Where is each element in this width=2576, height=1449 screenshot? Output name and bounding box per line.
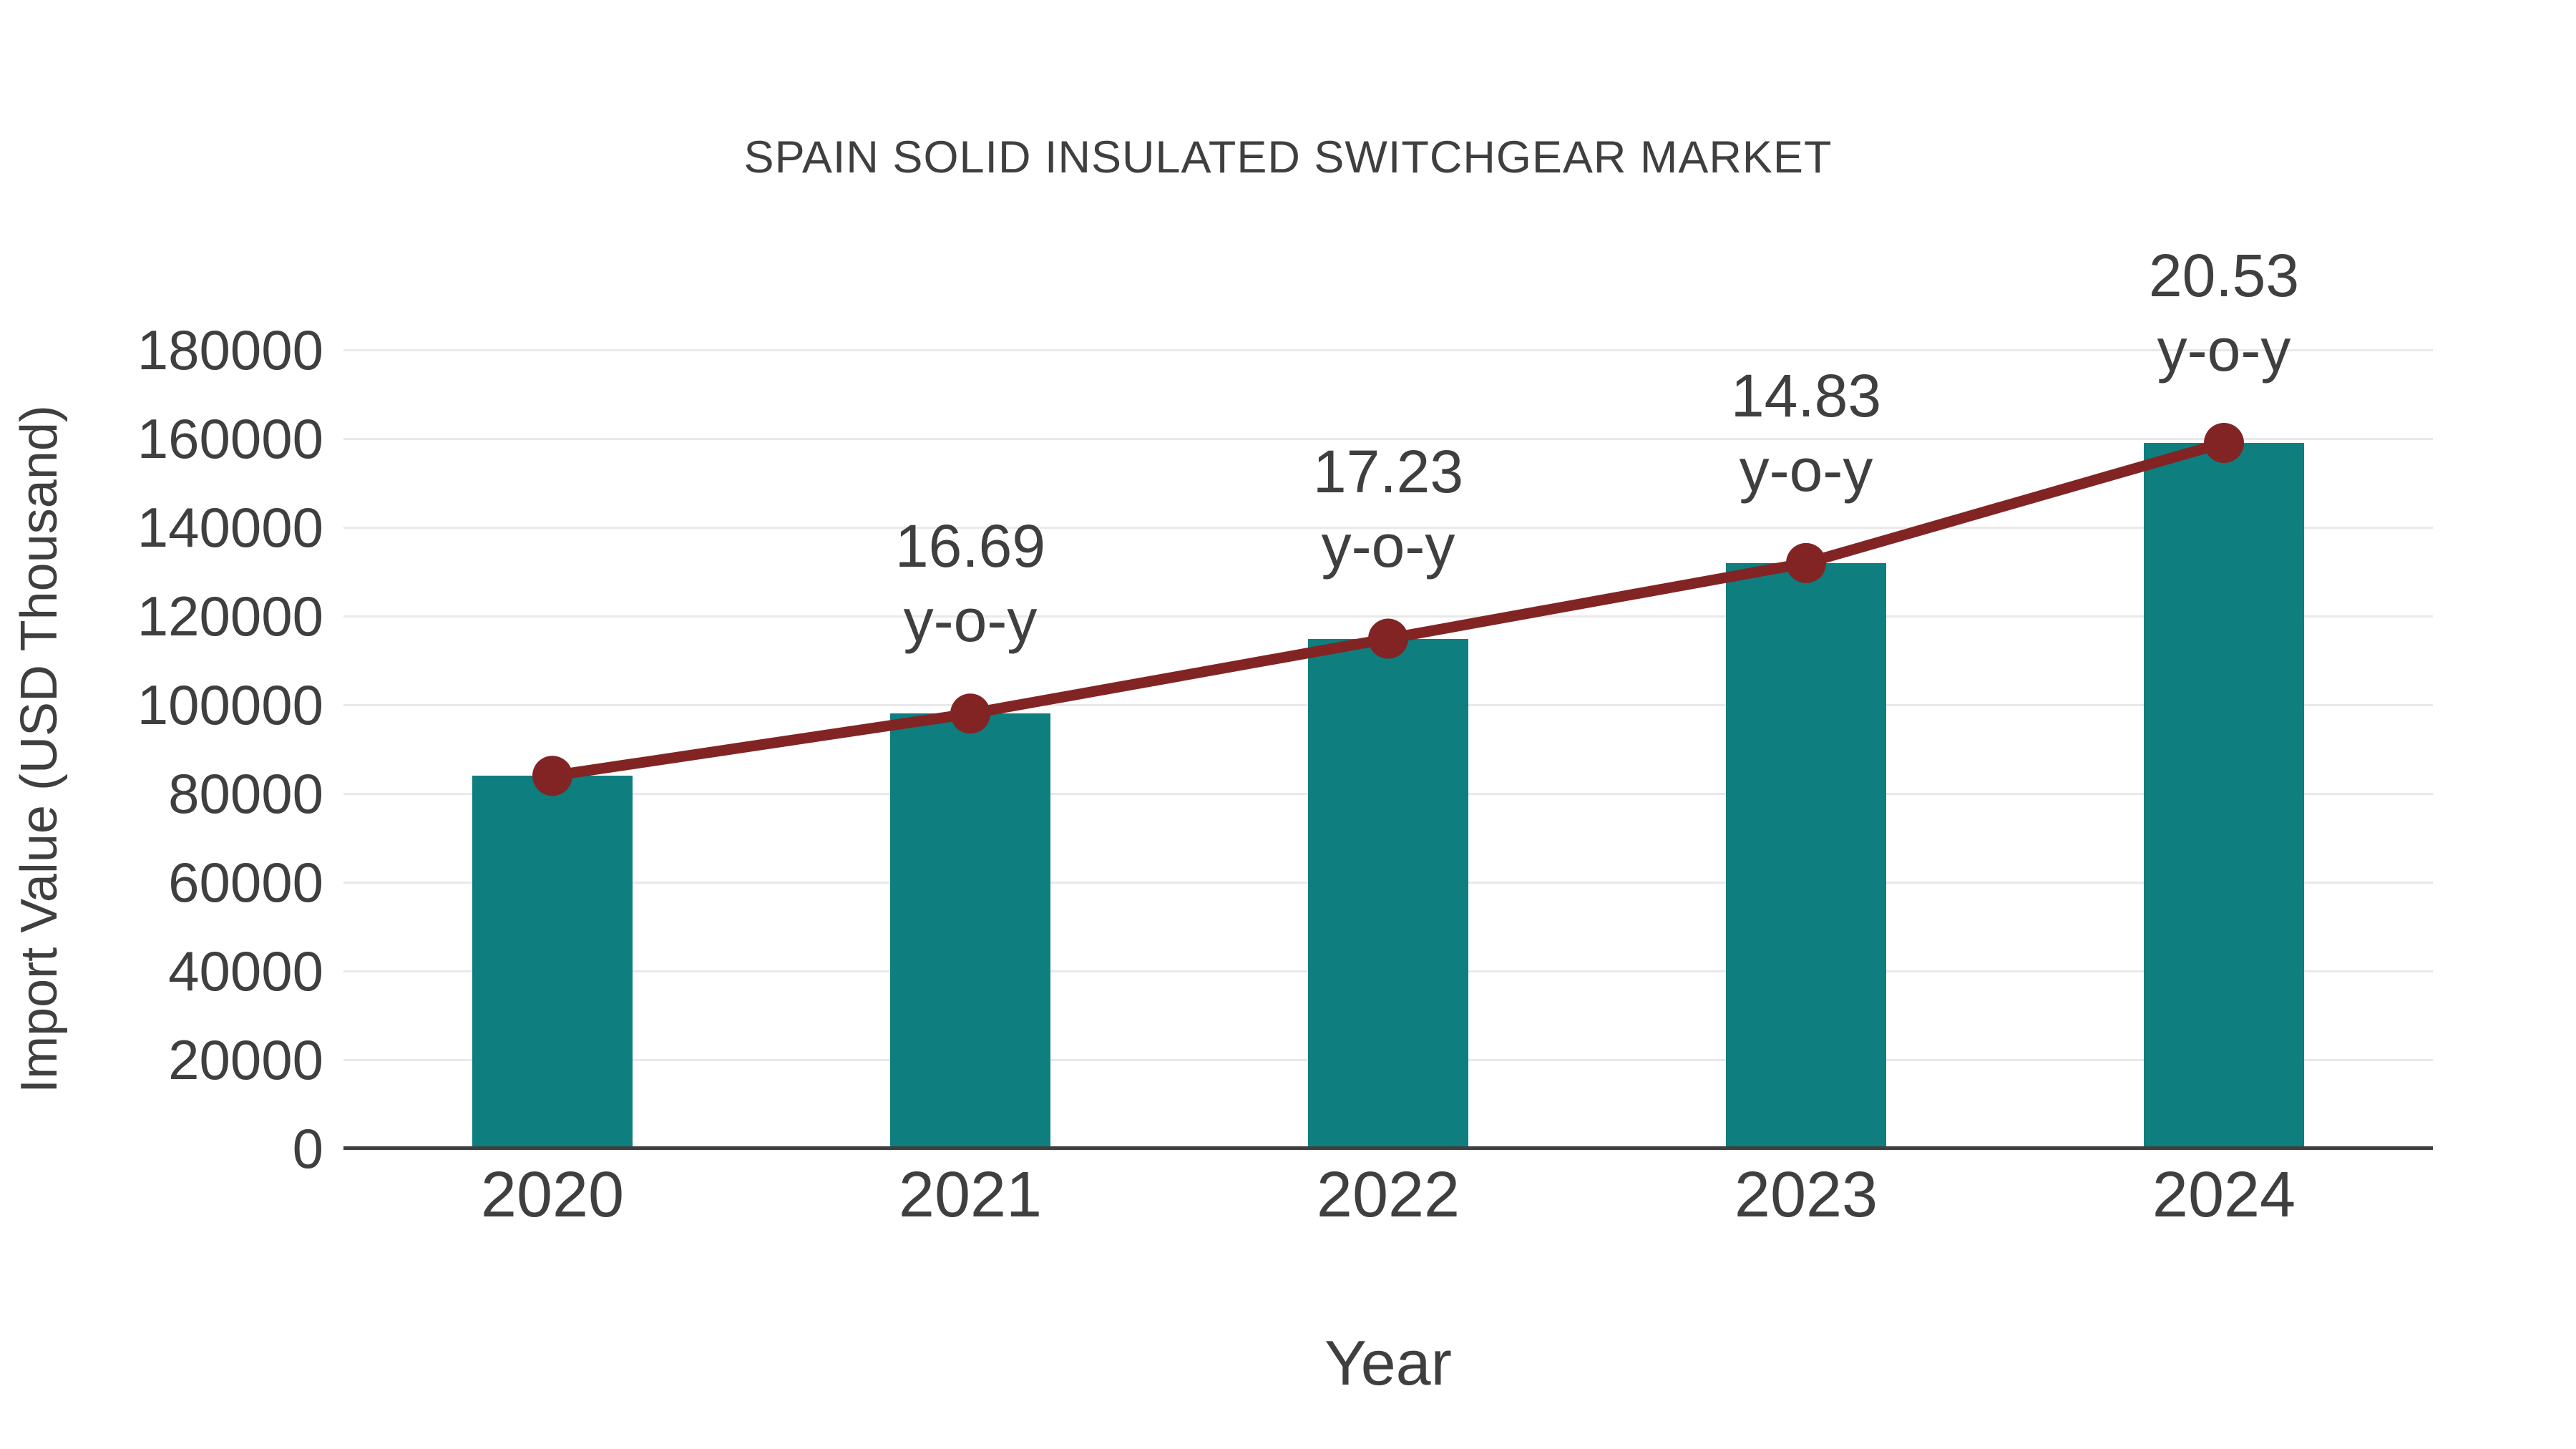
plot-area [343, 348, 2433, 1150]
y-tick-label-100000: 100000 [137, 673, 323, 736]
data-point-marker-2023 [1786, 542, 1826, 583]
bar-2022 [1308, 638, 1468, 1148]
x-tick-label-2022: 2022 [1316, 1159, 1460, 1231]
x-tick-label-2020: 2020 [480, 1159, 625, 1231]
yoy-label-2022: 17.23 y-o-y [1166, 434, 1610, 583]
gridline-120000 [343, 615, 2433, 618]
y-tick-label-40000: 40000 [168, 940, 323, 1002]
yoy-value: 16.69 [894, 512, 1046, 580]
y-tick-label-120000: 120000 [137, 585, 323, 648]
yoy-label-2023: 14.83 y-o-y [1584, 358, 2028, 507]
data-point-marker-2024 [2204, 422, 2244, 463]
y-tick-label-0: 0 [292, 1117, 323, 1180]
yoy-value: 17.23 [1312, 437, 1464, 505]
y-tick-label-180000: 180000 [137, 318, 323, 381]
yoy-suffix: y-o-y [1321, 512, 1455, 580]
gridline-180000 [343, 348, 2433, 351]
data-point-marker-2020 [532, 756, 572, 796]
bar-2024 [2144, 442, 2304, 1148]
yoy-suffix: y-o-y [1739, 436, 1873, 504]
y-tick-label-160000: 160000 [137, 407, 323, 470]
yoy-value: 14.83 [1730, 361, 1882, 429]
x-tick-label-2024: 2024 [2152, 1159, 2296, 1231]
bar-2021 [890, 713, 1050, 1148]
gridline-160000 [343, 437, 2433, 440]
data-point-marker-2021 [950, 693, 990, 734]
x-tick-label-2021: 2021 [898, 1159, 1043, 1231]
bar-2023 [1726, 562, 1886, 1148]
y-tick-label-80000: 80000 [168, 762, 323, 825]
x-axis-title: Year [1324, 1327, 1452, 1398]
x-tick-label-2023: 2023 [1734, 1159, 1878, 1231]
yoy-suffix: y-o-y [2157, 316, 2291, 384]
x-axis-line [343, 1146, 2433, 1150]
bar-2020 [472, 776, 633, 1148]
y-tick-label-140000: 140000 [137, 496, 323, 559]
y-tick-label-60000: 60000 [168, 851, 323, 914]
yoy-label-2021: 16.69 y-o-y [748, 509, 1192, 658]
y-tick-label-20000: 20000 [168, 1028, 323, 1091]
yoy-value: 20.53 [2148, 241, 2300, 309]
growth-line-chart [532, 422, 2244, 796]
yoy-suffix: y-o-y [903, 587, 1038, 655]
data-point-marker-2022 [1368, 618, 1408, 659]
yoy-label-2024: 20.53 y-o-y [2002, 238, 2446, 387]
chart-title: SPAIN SOLID INSULATED SWITCHGEAR MARKET [743, 132, 1833, 182]
gridline-140000 [343, 526, 2433, 529]
